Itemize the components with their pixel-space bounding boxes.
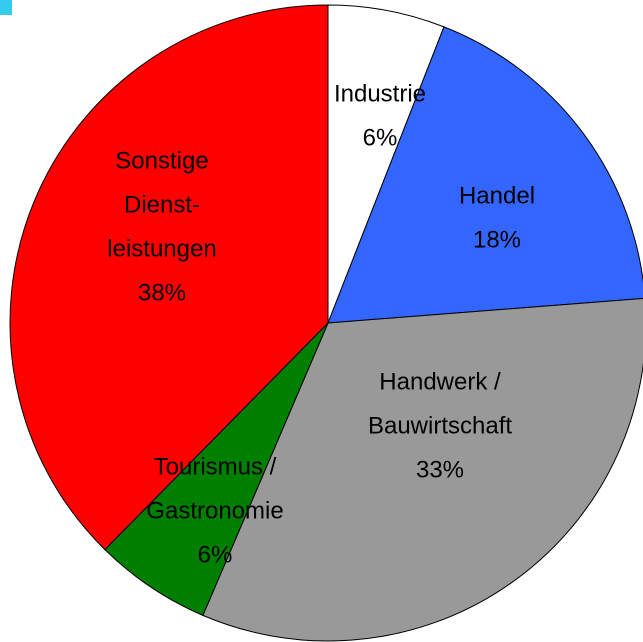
slice-label: Handwerk / bbox=[379, 368, 501, 395]
pie-slice bbox=[9, 4, 329, 551]
slice-label: Dienst- bbox=[124, 191, 200, 218]
value-label: 38% bbox=[138, 279, 186, 306]
value-label: 6% bbox=[198, 541, 233, 568]
labels: Industrie 6% Handel 18% Handwerk / Bauwirtsch… bbox=[107, 80, 535, 568]
slice-label: Gastronomie bbox=[146, 497, 283, 524]
value-label: 6% bbox=[363, 124, 398, 151]
corner-marker bbox=[0, 0, 12, 15]
value-label: 33% bbox=[416, 456, 464, 483]
pie-slice bbox=[202, 297, 643, 642]
slice-label: Sonstige bbox=[115, 147, 208, 174]
slice-label: Handel bbox=[459, 182, 535, 209]
pie bbox=[9, 4, 643, 642]
slice-label: Bauwirtschaft bbox=[368, 412, 512, 439]
pie-slice bbox=[327, 26, 643, 324]
value-label: 18% bbox=[473, 226, 521, 253]
slice-label: Industrie bbox=[334, 80, 426, 107]
slice-label: Tourismus / bbox=[154, 453, 277, 480]
slice-label: leistungen bbox=[107, 235, 216, 262]
